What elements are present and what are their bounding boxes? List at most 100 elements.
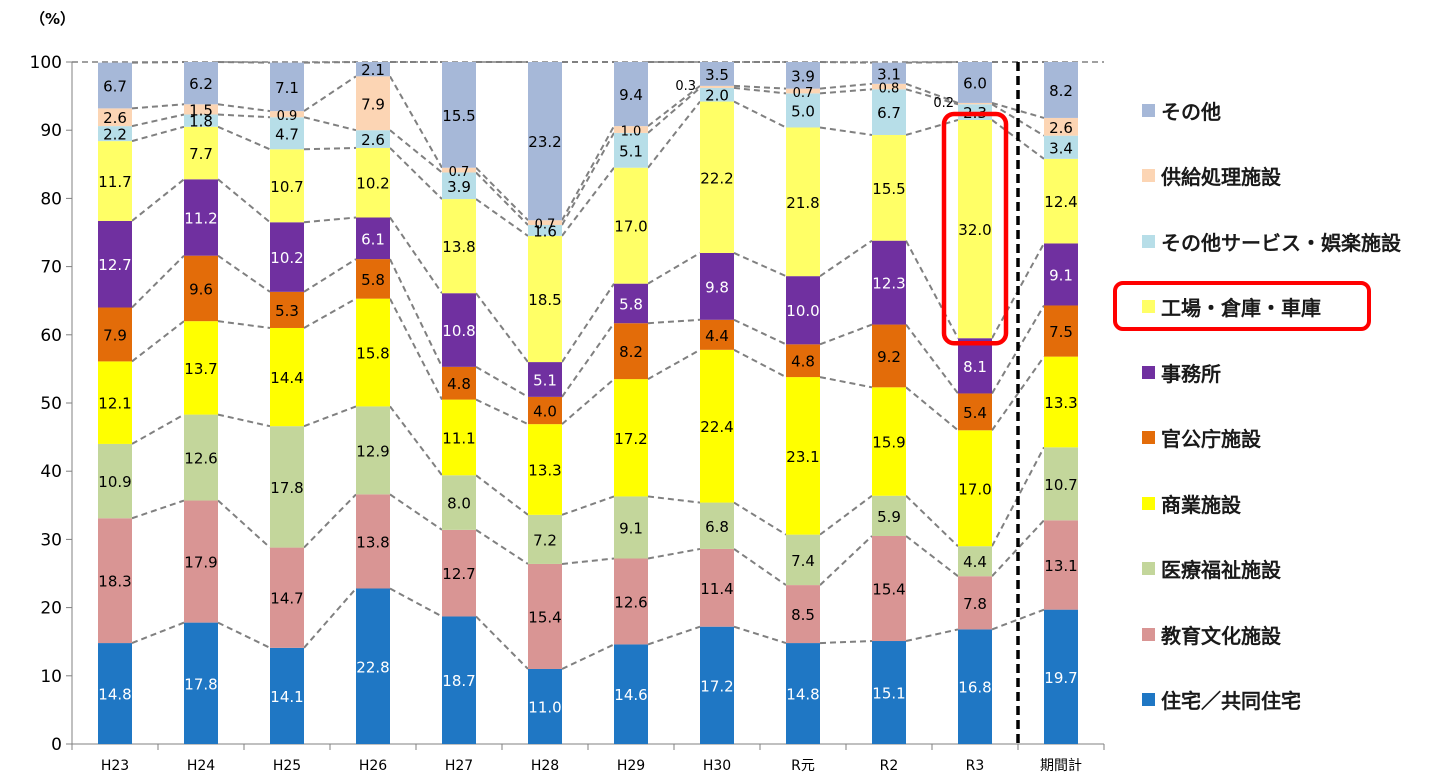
connector-line [905, 240, 959, 339]
connector-line [819, 376, 873, 389]
bar-segment [1044, 243, 1078, 306]
connector-line [733, 84, 787, 90]
data-label: 2.6 [103, 109, 127, 127]
connector-line [217, 103, 271, 113]
connector-line [131, 621, 185, 644]
data-label: 15.4 [528, 608, 561, 626]
bar-segment [184, 500, 218, 623]
data-label: 3.9 [447, 178, 471, 196]
x-category-label: 期間計 [1040, 758, 1082, 774]
data-label: 12.9 [356, 442, 389, 460]
legend-item: 供給処理施設 [1142, 161, 1281, 191]
bar-segment [442, 172, 476, 200]
connector-line [561, 167, 615, 237]
data-label: 22.8 [356, 658, 389, 676]
data-label: 0.3 [675, 79, 696, 94]
legend-swatch [1142, 169, 1155, 182]
data-label: 17.0 [958, 480, 991, 498]
bar-segment [700, 349, 734, 503]
bar-segment [786, 276, 820, 345]
bar-segment [958, 576, 992, 630]
legend-label: 官公庁施設 [1161, 427, 1261, 451]
bar-segment [1044, 158, 1078, 244]
data-label: 0.2 [933, 96, 954, 111]
y-tick-label: 80 [40, 189, 62, 209]
bar-segment [1044, 520, 1078, 610]
bar-segment [270, 647, 304, 744]
data-label: 1.5 [189, 101, 213, 119]
x-category-label: H28 [531, 758, 559, 774]
connector-line [991, 356, 1045, 431]
bar-segment [786, 534, 820, 586]
legend-item: 事務所 [1142, 357, 1221, 387]
connector-line [647, 100, 701, 169]
data-label: 7.8 [963, 595, 987, 613]
connector-line [905, 323, 959, 395]
bar-segment [442, 293, 476, 367]
x-category-label: H25 [273, 758, 301, 774]
bar-segment [442, 529, 476, 617]
bar-segment [442, 616, 476, 744]
x-category-label: H26 [359, 758, 387, 774]
data-label: 17.8 [270, 479, 303, 497]
data-label: 10.7 [1044, 476, 1077, 494]
bar-segment [958, 119, 992, 339]
legend-swatch [1142, 103, 1155, 117]
data-label: 13.1 [1044, 557, 1077, 575]
data-label: 14.6 [614, 686, 647, 704]
bar-segment [270, 149, 304, 223]
highlight-box [941, 111, 1009, 346]
bar-segment [528, 220, 562, 225]
bar-segment [958, 62, 992, 103]
connector-line [733, 348, 787, 378]
bar-segment [786, 62, 820, 89]
data-label: 9.2 [877, 348, 901, 366]
bar-segment [1044, 356, 1078, 448]
bar-segment [184, 321, 218, 415]
connector-line [733, 548, 787, 586]
connector-line [647, 547, 701, 560]
legend-item: 商業施設 [1142, 488, 1241, 518]
connector-line [819, 126, 873, 136]
bar-segment [786, 585, 820, 644]
connector-line [131, 103, 185, 110]
legend-label: 教育文化施設 [1161, 623, 1281, 648]
data-label: 16.8 [958, 679, 991, 697]
bar-segment [872, 535, 906, 642]
connector-line [819, 535, 873, 586]
bar-segment [700, 87, 734, 102]
data-label: 22.4 [700, 418, 733, 436]
y-tick-label: 0 [51, 735, 62, 755]
connector-line [389, 147, 443, 200]
data-label: 13.8 [442, 238, 475, 256]
bar-segment [786, 88, 820, 94]
bar-segment [958, 546, 992, 577]
data-label: 1.8 [189, 113, 213, 131]
x-category-label: H29 [617, 758, 645, 774]
connector-line [905, 628, 959, 642]
data-label: 2.2 [103, 126, 127, 144]
bar-segment [872, 324, 906, 388]
bar-segment [442, 167, 476, 173]
connector-line [131, 413, 185, 445]
connector-line [389, 75, 443, 169]
bar-segment [872, 240, 906, 325]
x-category-label: R元 [791, 758, 815, 774]
data-label: 8.0 [447, 495, 471, 513]
data-label: 17.2 [614, 430, 647, 448]
connector-line [217, 320, 271, 329]
data-label: 32.0 [958, 221, 991, 239]
data-label: 17.0 [614, 218, 647, 236]
data-label: 7.5 [1049, 323, 1073, 341]
bar-segment [442, 399, 476, 476]
connector-line [561, 132, 615, 226]
y-tick-label: 100 [30, 53, 62, 73]
legend-label: その他 [1161, 99, 1221, 124]
bar-segment [98, 643, 132, 744]
connector-line [733, 252, 787, 278]
x-category-label: H27 [445, 758, 473, 774]
connector-line [303, 116, 357, 132]
connector-line [819, 494, 873, 536]
bar-segment [356, 130, 390, 148]
bar-segment [442, 366, 476, 400]
